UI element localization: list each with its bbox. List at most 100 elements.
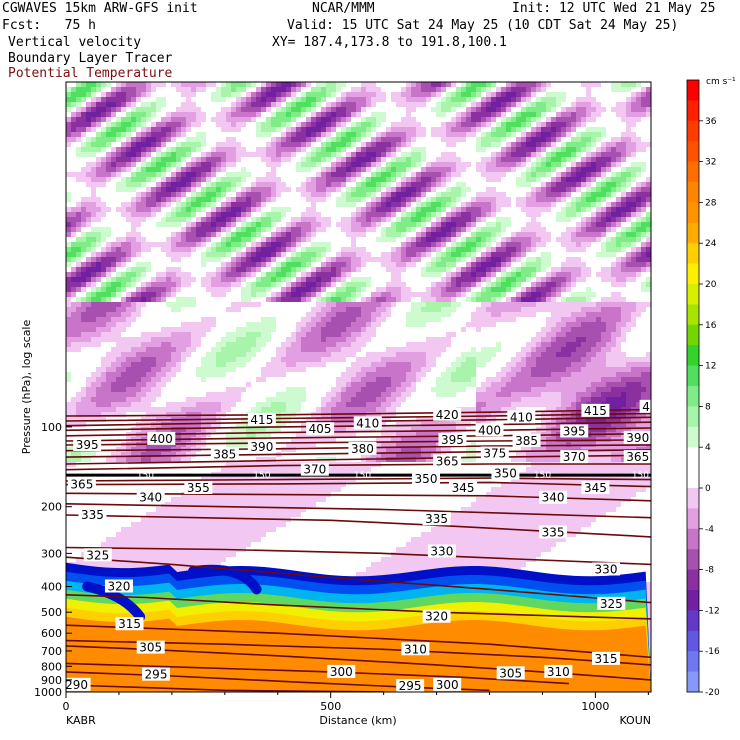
velocity-cell [481, 87, 486, 92]
velocity-cell [316, 137, 321, 142]
velocity-cell [286, 272, 291, 277]
velocity-cell [241, 207, 246, 212]
velocity-cell [581, 267, 586, 272]
velocity-cell [321, 157, 326, 162]
velocity-cell [421, 237, 426, 242]
velocity-cell [636, 367, 641, 372]
velocity-cell [406, 227, 411, 232]
velocity-cell [601, 227, 606, 232]
velocity-cell [161, 122, 166, 127]
velocity-cell [381, 172, 386, 177]
velocity-cell [101, 272, 106, 277]
velocity-cell [231, 142, 236, 147]
velocity-cell [146, 212, 151, 217]
velocity-cell [496, 87, 501, 92]
velocity-cell [536, 297, 541, 302]
velocity-cell [226, 272, 231, 277]
velocity-cell [311, 327, 316, 332]
velocity-cell [246, 172, 251, 177]
velocity-cell [316, 227, 321, 232]
velocity-cell [71, 92, 76, 97]
velocity-cell [146, 202, 151, 207]
velocity-cell [116, 367, 121, 372]
velocity-cell [416, 102, 421, 107]
velocity-cell [421, 207, 426, 212]
velocity-cell [426, 212, 431, 217]
velocity-cell [516, 137, 521, 142]
velocity-cell [296, 102, 301, 107]
velocity-cell [456, 287, 461, 292]
velocity-cell [481, 312, 486, 317]
velocity-cell [556, 132, 561, 137]
velocity-cell [646, 197, 651, 202]
velocity-cell [646, 177, 651, 182]
velocity-cell [136, 147, 141, 152]
velocity-cell [216, 372, 221, 377]
velocity-cell [526, 157, 531, 162]
velocity-cell [566, 307, 571, 312]
velocity-cell [626, 212, 631, 217]
velocity-cell [86, 142, 91, 147]
velocity-cell [471, 127, 476, 132]
velocity-cell [221, 217, 226, 222]
velocity-cell [556, 137, 561, 142]
velocity-cell [541, 342, 546, 347]
velocity-cell [251, 287, 256, 292]
velocity-cell [66, 262, 71, 267]
velocity-cell [146, 357, 151, 362]
velocity-cell [96, 97, 101, 102]
velocity-cell [496, 177, 501, 182]
velocity-cell [341, 272, 346, 277]
velocity-cell [171, 237, 176, 242]
velocity-cell [481, 122, 486, 127]
velocity-cell [316, 102, 321, 107]
velocity-cell [461, 217, 466, 222]
velocity-cell [196, 87, 201, 92]
velocity-cell [571, 102, 576, 107]
velocity-cell [311, 342, 316, 347]
velocity-cell [181, 232, 186, 237]
velocity-cell [556, 327, 561, 332]
velocity-cell [106, 127, 111, 132]
velocity-cell [641, 222, 646, 227]
velocity-cell [81, 172, 86, 177]
velocity-cell [511, 367, 516, 372]
velocity-cell [241, 237, 246, 242]
velocity-cell [626, 137, 631, 142]
velocity-cell [146, 267, 151, 272]
velocity-cell [531, 87, 536, 92]
velocity-cell [616, 327, 621, 332]
velocity-cell [106, 92, 111, 97]
velocity-cell [131, 87, 136, 92]
velocity-cell [276, 117, 281, 122]
velocity-cell [86, 272, 91, 277]
velocity-cell [151, 352, 156, 357]
velocity-cell [76, 332, 81, 337]
velocity-cell [321, 327, 326, 332]
velocity-cell [141, 192, 146, 197]
velocity-cell [561, 182, 566, 187]
velocity-cell [406, 117, 411, 122]
velocity-cell [346, 167, 351, 172]
velocity-cell [546, 127, 551, 132]
velocity-cell [441, 102, 446, 107]
velocity-cell [91, 242, 96, 247]
velocity-cell [186, 227, 191, 232]
velocity-cell [456, 182, 461, 187]
velocity-cell [136, 217, 141, 222]
velocity-cell [201, 197, 206, 202]
velocity-cell [186, 217, 191, 222]
velocity-cell [171, 207, 176, 212]
velocity-cell [106, 262, 111, 267]
velocity-cell [461, 287, 466, 292]
velocity-cell [596, 217, 601, 222]
velocity-cell [466, 277, 471, 282]
velocity-cell [441, 182, 446, 187]
velocity-cell [491, 212, 496, 217]
velocity-cell [231, 342, 236, 347]
velocity-cell [416, 312, 421, 317]
velocity-cell [106, 312, 111, 317]
velocity-cell [161, 182, 166, 187]
velocity-cell [561, 282, 566, 287]
velocity-cell [301, 222, 306, 227]
